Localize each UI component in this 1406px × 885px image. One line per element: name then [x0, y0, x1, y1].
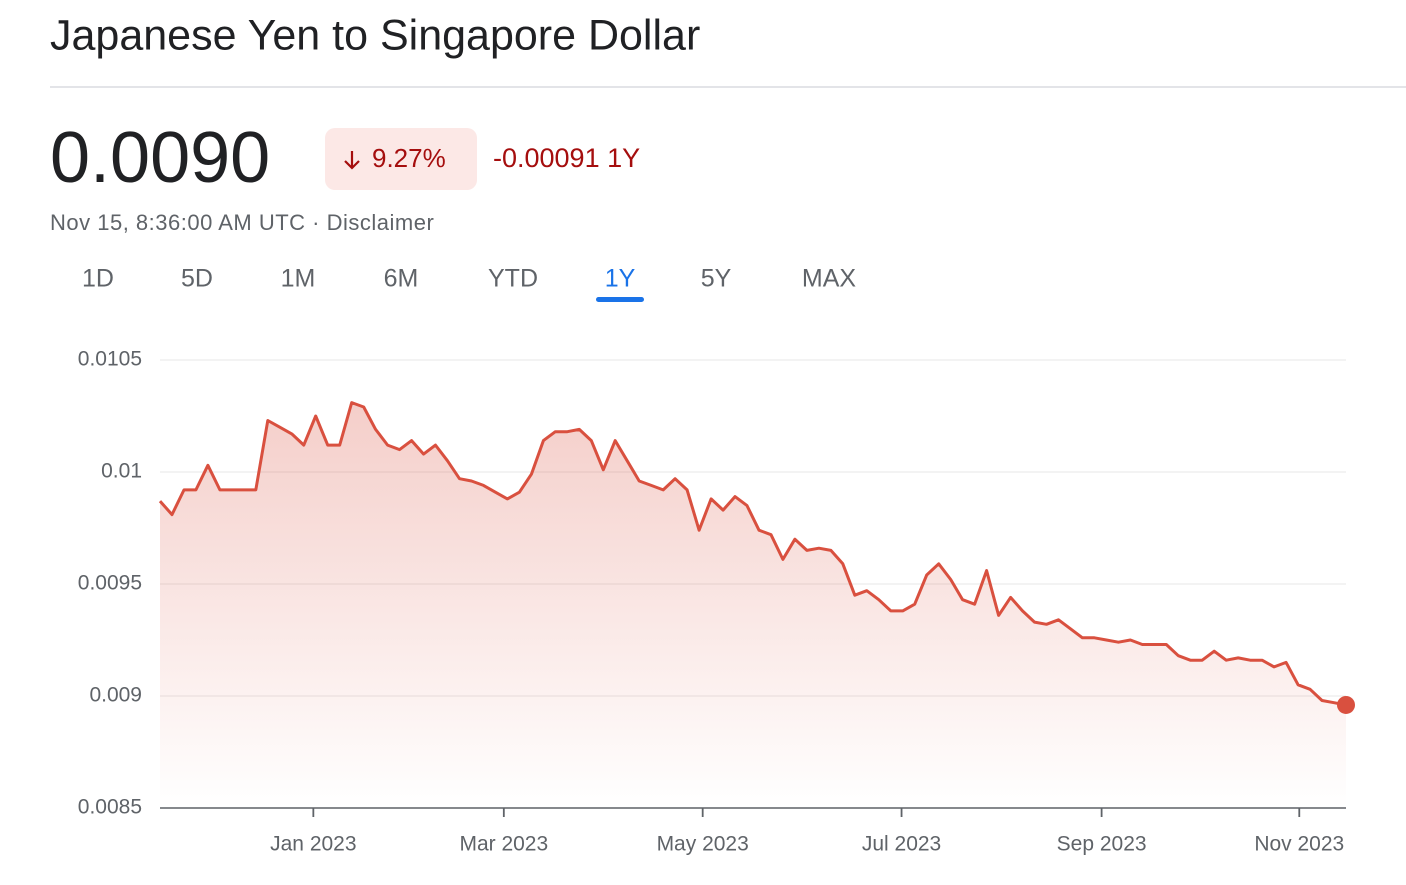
- range-tab[interactable]: 6M: [384, 265, 419, 293]
- price: 0.0090: [50, 118, 270, 198]
- x-tick-label: May 2023: [657, 833, 749, 856]
- change: -0.00091: [493, 143, 600, 173]
- x-tick-label: Nov 2023: [1254, 833, 1344, 856]
- range-tab[interactable]: 1D: [82, 265, 114, 293]
- area: [160, 402, 1346, 808]
- y-tick-label: 0.0095: [78, 572, 142, 595]
- y-tick-label: 0.009: [89, 684, 142, 707]
- y-tick-label: 0.0105: [78, 348, 142, 371]
- chart: 0.0105 0.01 0.0095 0.009 0.0085 Jan 2023 Mar 2…: [78, 348, 1355, 856]
- active-tab-underline: [596, 297, 644, 302]
- change-percent: 9.27%: [372, 143, 446, 173]
- range-tab[interactable]: 1M: [281, 265, 316, 293]
- time: Nov 15, 8:36:00 AM UTC ·: [50, 210, 320, 235]
- timestamp: Nov 15, 8:36:00 AM UTC · Disclaimer: [50, 210, 434, 235]
- y-tick-label: 0.01: [101, 460, 142, 483]
- range-tabs: 1D 5D 1M 6M YTD 1Y 5Y MAX: [82, 265, 856, 302]
- period: 1Y: [607, 143, 640, 173]
- title: Japanese Yen to Singapore Dollar: [50, 11, 700, 59]
- x-tick-label: Sep 2023: [1057, 833, 1147, 856]
- x-tick-label: Jul 2023: [862, 833, 941, 856]
- range-tab[interactable]: MAX: [802, 265, 857, 293]
- range-tab[interactable]: 1Y: [605, 265, 636, 293]
- change-value: -0.00091 1Y: [493, 143, 640, 173]
- line: [158, 401, 1347, 707]
- range-tab[interactable]: YTD: [488, 265, 538, 293]
- change-badge: [325, 128, 477, 190]
- range-tab[interactable]: 5Y: [701, 265, 732, 293]
- y-tick-label: 0.0085: [78, 796, 142, 819]
- down-arrow: [344, 151, 360, 170]
- x-tick-label: Mar 2023: [459, 833, 548, 856]
- disclaimer-link[interactable]: Disclaimer: [327, 210, 435, 235]
- x-tick-label: Jan 2023: [270, 833, 356, 856]
- last-point: [1337, 695, 1355, 714]
- range-tab[interactable]: 5D: [181, 265, 213, 293]
